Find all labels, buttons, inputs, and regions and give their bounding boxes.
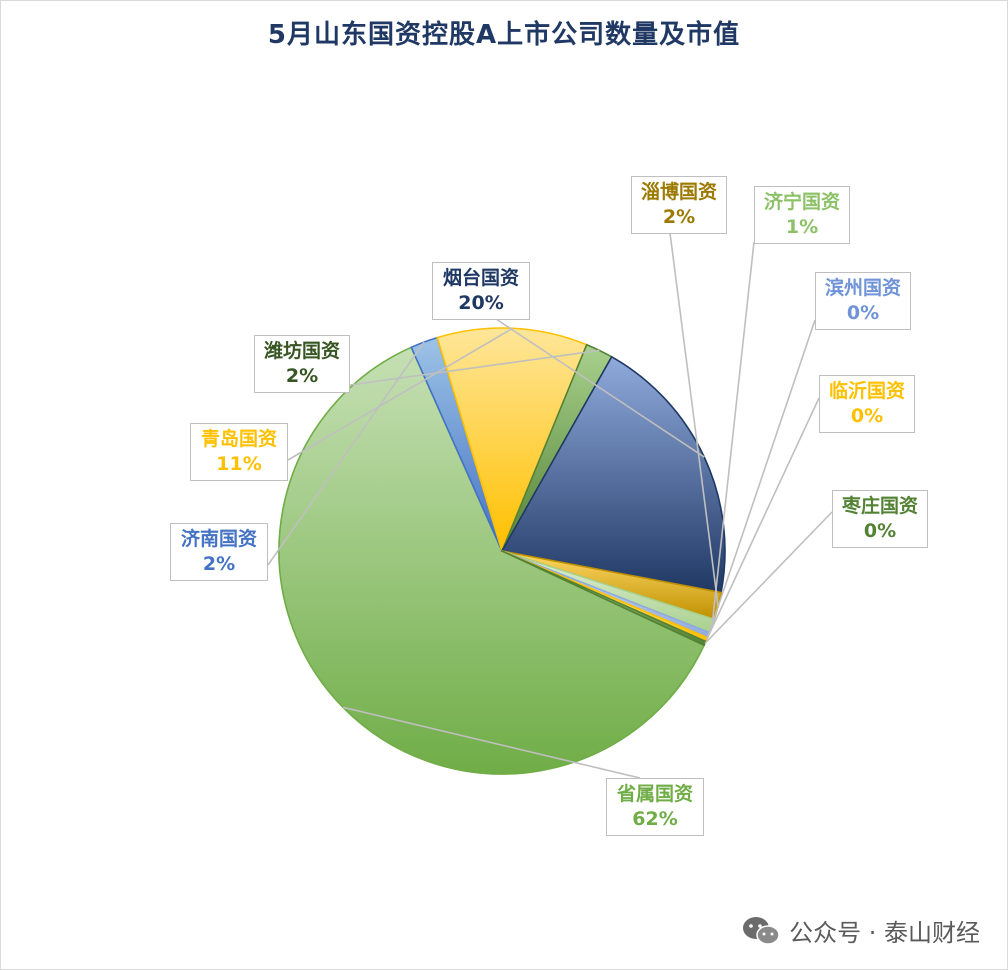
slice-name: 济南国资: [180, 528, 257, 550]
leader-line-8: [707, 319, 816, 636]
slice-name: 烟台国资: [442, 267, 519, 289]
leader-line-3: [287, 327, 514, 461]
slice-label-6: 淄博国资 2%: [631, 176, 727, 234]
slice-label-1: 省属国资 62%: [606, 778, 704, 836]
slice-name: 枣庄国资: [841, 495, 918, 517]
slice-label-5: 烟台国资 20%: [432, 262, 530, 320]
slice-label-2: 济南国资 2%: [170, 523, 268, 581]
leader-line-10: [704, 511, 833, 644]
leader-line-6: [669, 232, 719, 607]
slice-percent: 62%: [632, 808, 678, 830]
slice-percent: 0%: [846, 302, 880, 324]
slice-percent: 2%: [285, 365, 319, 387]
watermark-text: 公众号 · 泰山财经: [789, 919, 980, 947]
slice-percent: 20%: [458, 292, 504, 314]
slice-percent: 2%: [662, 206, 696, 228]
slice-label-4: 潍坊国资 2%: [254, 335, 350, 393]
slice-label-3: 青岛国资 11%: [190, 423, 288, 481]
leader-line-2: [267, 341, 425, 566]
slice-name: 潍坊国资: [263, 340, 340, 362]
leader-line-7: [711, 241, 755, 627]
slice-name: 滨州国资: [824, 277, 901, 299]
wechat-icon: [743, 916, 780, 945]
slice-label-8: 滨州国资 0%: [815, 272, 911, 330]
slice-percent: 0%: [863, 520, 897, 542]
slice-label-9: 临沂国资 0%: [819, 375, 915, 433]
leader-line-9: [705, 397, 820, 640]
slice-percent: 1%: [785, 216, 819, 238]
slice-label-7: 济宁国资 1%: [754, 186, 850, 244]
slice-name: 济宁国资: [763, 191, 840, 213]
slice-name: 省属国资: [616, 783, 693, 805]
slice-name: 淄博国资: [640, 181, 717, 203]
slice-label-10: 枣庄国资 0%: [832, 490, 928, 548]
chart-title: 5月山东国资控股A上市公司数量及市值: [267, 20, 741, 50]
watermark: 公众号 · 泰山财经: [741, 913, 980, 948]
slice-percent: 11%: [216, 453, 262, 475]
slice-percent: 2%: [202, 553, 236, 575]
leader-line-4: [349, 349, 600, 386]
slice-name: 临沂国资: [828, 380, 905, 402]
pie-slice-1: [278, 346, 706, 775]
leader-line-5: [489, 314, 705, 458]
slice-name: 青岛国资: [200, 428, 277, 450]
slice-percent: 0%: [850, 405, 884, 427]
leader-line-1: [342, 706, 641, 779]
